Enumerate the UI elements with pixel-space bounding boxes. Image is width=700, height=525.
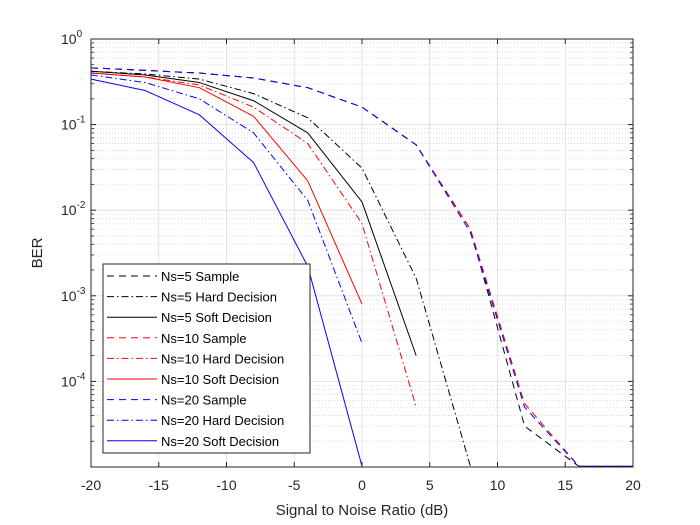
x-tick-label: -20 [81, 477, 101, 493]
series-line-6 [90, 72, 363, 305]
y-axis-label: BER [29, 237, 46, 268]
y-tick-exponent: -3 [77, 286, 86, 297]
legend-label: Ns=10 Hard Decision [161, 351, 284, 366]
x-tick-label: 10 [490, 477, 506, 493]
x-tick-label: 20 [625, 477, 641, 493]
x-tick-label: -15 [149, 477, 169, 493]
y-tick-label: 10-3 [61, 286, 86, 304]
x-tick-label: 15 [557, 477, 573, 493]
x-tick-label: 5 [426, 477, 434, 493]
legend-label: Ns=5 Sample [161, 269, 239, 284]
x-tick-label: -10 [216, 477, 236, 493]
legend-label: Ns=5 Hard Decision [161, 290, 277, 305]
x-tick-label: 0 [358, 477, 366, 493]
legend-label: Ns=20 Hard Decision [161, 413, 284, 428]
y-tick-base: 10 [61, 373, 77, 389]
series-line-8 [90, 74, 363, 344]
legend: Ns=5 Sample Ns=5 Hard Decision Ns=5 Soft D… [102, 263, 311, 454]
series-line-3 [90, 70, 417, 356]
y-tick-exponent: -2 [77, 200, 86, 211]
y-tick-base: 10 [61, 117, 77, 133]
series-layer [90, 67, 633, 467]
legend-label: Ns=10 Sample [161, 331, 247, 346]
y-tick-label: 100 [61, 29, 83, 47]
y-tick-label: 10-4 [61, 371, 86, 389]
x-tick-labels: -20 -15 -10 -5 0 5 10 15 20 [81, 477, 641, 493]
series-line-7 [90, 67, 633, 467]
legend-label: Ns=10 Soft Decision [161, 372, 279, 387]
x-tick-label: -5 [288, 477, 301, 493]
y-tick-base: 10 [61, 202, 77, 218]
series-line-2 [90, 70, 471, 467]
series-line-9 [90, 78, 363, 467]
axis-ticks [90, 38, 634, 467]
y-tick-exponent: -1 [77, 115, 86, 126]
legend-label: Ns=5 Soft Decision [161, 310, 272, 325]
legend-label: Ns=20 Soft Decision [161, 434, 279, 449]
y-tick-label: 10-1 [61, 115, 86, 133]
y-tick-exponent: -4 [77, 371, 86, 382]
y-tick-base: 10 [61, 31, 77, 47]
y-tick-label: 10-2 [61, 200, 86, 218]
legend-label: Ns=20 Sample [161, 393, 247, 408]
y-tick-base: 10 [61, 288, 77, 304]
y-tick-exponent: 0 [77, 29, 83, 40]
x-axis-label: Signal to Noise Ratio (dB) [276, 502, 449, 519]
